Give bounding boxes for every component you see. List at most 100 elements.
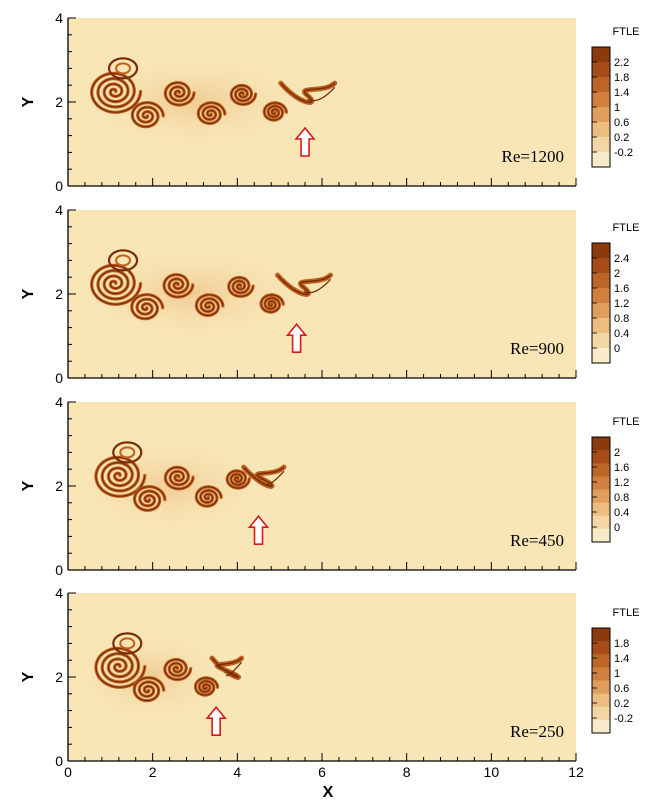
y-tick-label: 4 (55, 585, 63, 601)
panel-re-3: Re=250 0 2 4 0 2 4 6 8 10 12 Y X FTLE 1.8 1.4 1 0.6 0.2 -0.… (20, 585, 639, 800)
colorbar-frame (591, 627, 611, 734)
y-tick-label: 0 (55, 753, 63, 769)
highlight-arrow (294, 126, 316, 157)
colorbar-label: 0.2 (614, 132, 629, 144)
reynolds-label: Re=1200 (502, 147, 564, 166)
colorbar-swatch (592, 535, 610, 543)
colorbar-swatch (592, 489, 610, 497)
colorbar-label: 1 (614, 668, 620, 680)
colorbar-swatch (592, 348, 610, 356)
shear-layer-lower (307, 86, 336, 102)
colorbar-swatch (592, 258, 610, 266)
colorbar-swatch (592, 496, 610, 504)
colorbar-swatch (592, 667, 610, 675)
vortex-wake (68, 52, 338, 152)
colorbar-swatch (592, 129, 610, 138)
vortex-spiral-core (133, 677, 165, 702)
colorbar-swatch (592, 456, 610, 464)
vortex-spiral-core (228, 276, 254, 297)
colorbar-swatch (592, 280, 610, 289)
highlight-arrow (205, 705, 227, 736)
colorbar-swatch (592, 713, 610, 721)
vortex-cap-inner (119, 637, 136, 650)
colorbar-swatch (592, 443, 610, 451)
reynolds-label: Re=250 (510, 722, 564, 741)
colorbar-swatch (592, 325, 610, 334)
colorbar-swatch (592, 47, 610, 55)
colorbar-swatch (592, 509, 610, 517)
panel-re-1: Re=900 0 2 4 Y FTLE 2.4 2 1.6 1.2 0.8 0.4 0 (20, 202, 639, 386)
shear-layer-core (211, 657, 243, 679)
vortex-cap (112, 632, 143, 655)
highlight-arrow (247, 514, 270, 545)
colorbar-label: 1.4 (614, 653, 629, 665)
shear-layer-core (243, 466, 285, 488)
colorbar-swatch (592, 437, 610, 445)
colorbar-swatch (592, 243, 610, 251)
vortex-spiral-core (260, 294, 284, 313)
y-tick-label: 4 (55, 202, 63, 218)
x-tick-label: 4 (233, 764, 241, 780)
colorbar-label: -0.2 (614, 147, 633, 159)
y-tick-label: 4 (55, 394, 63, 410)
reynolds-label: Re=900 (510, 339, 564, 358)
colorbar-swatch (592, 333, 610, 341)
colorbar-swatch (592, 107, 610, 115)
vortex-wake (68, 436, 287, 536)
colorbar-swatch (592, 159, 610, 168)
colorbar-swatch (592, 92, 610, 100)
y-tick-label: 2 (55, 669, 63, 685)
colorbar-title: FTLE (613, 222, 640, 234)
vortex-wake (68, 244, 333, 344)
colorbar-swatch (592, 628, 610, 636)
colorbar-swatch (592, 137, 610, 145)
colorbar-label: 0.8 (614, 492, 629, 504)
vortex-spiral-core (195, 486, 222, 507)
vortex-spiral-core (263, 102, 287, 121)
colorbar-label: 1.2 (614, 298, 629, 310)
colorbar-swatch (592, 122, 610, 130)
colorbar-label: 0.6 (614, 683, 629, 695)
colorbar-label: 1.6 (614, 462, 629, 474)
vortex-spiral-core (164, 658, 192, 681)
colorbar-swatch (592, 726, 610, 734)
y-tick-label: 2 (55, 478, 63, 494)
vortex-spiral-core (163, 274, 194, 298)
reynolds-label: Re=450 (510, 531, 564, 550)
colorbar-swatch (592, 152, 610, 160)
colorbar-swatch (592, 265, 610, 274)
x-tick-label: 2 (149, 764, 157, 780)
colorbar-swatch (592, 687, 610, 695)
colorbar-swatch (592, 700, 610, 708)
colorbar-swatch (592, 463, 610, 471)
colorbar-label: 0.6 (614, 117, 629, 129)
y-tick-label: 2 (55, 94, 63, 110)
vortex-spiral-core (131, 102, 164, 128)
vortex-wake (68, 627, 245, 727)
colorbar-swatch (592, 450, 610, 458)
colorbar-swatch (592, 77, 610, 85)
colorbar-label: -0.2 (614, 713, 633, 725)
vortex-spiral-core (91, 264, 142, 305)
colorbar-label: 1.4 (614, 87, 629, 99)
x-tick-label: 12 (568, 764, 584, 780)
colorbar-label: 2.2 (614, 57, 629, 69)
colorbar-label: 0.8 (614, 313, 629, 325)
colorbar-swatch (592, 476, 610, 484)
colorbar-swatch (592, 528, 610, 536)
vortex-cap (107, 57, 139, 80)
y-axis-title: Y (20, 480, 37, 491)
x-axis-title: X (323, 784, 334, 800)
x-tick-label: 6 (318, 764, 326, 780)
colorbar-swatch (592, 273, 610, 281)
y-axis-title: Y (20, 288, 37, 299)
x-tick-label: 10 (484, 764, 500, 780)
colorbar-swatch (592, 706, 610, 714)
vortex-spiral-core (197, 102, 226, 124)
colorbar-swatch (592, 84, 610, 93)
colorbar-title: FTLE (613, 607, 640, 619)
vortex-spiral-core (230, 84, 257, 105)
colorbar-label: 2 (614, 268, 620, 280)
colorbar-swatch (592, 660, 610, 668)
y-tick-label: 4 (55, 10, 63, 26)
